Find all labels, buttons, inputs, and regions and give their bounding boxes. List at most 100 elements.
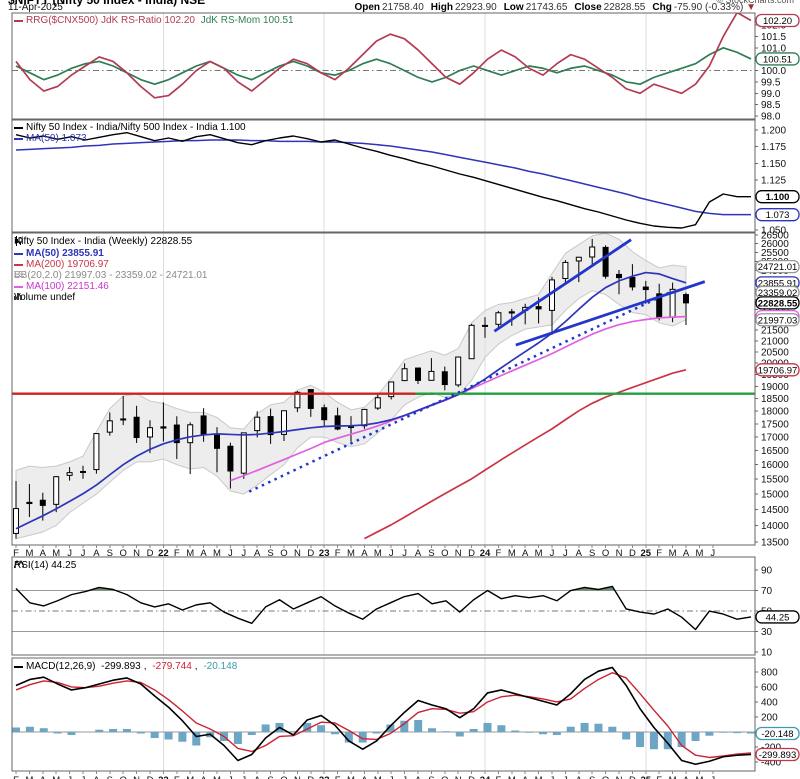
month-label: 22 xyxy=(158,775,169,779)
month-label: J xyxy=(402,775,407,779)
month-label: J xyxy=(389,775,394,779)
rs-mom-label: JdK RS-Mom 100.51 xyxy=(200,15,294,26)
ma100-label: MA(100) 22151.46 xyxy=(26,281,109,292)
candle-body xyxy=(468,324,475,360)
open-label: Open xyxy=(354,2,381,13)
close-label: Close xyxy=(574,2,602,13)
month-label: M xyxy=(508,775,516,779)
dotted-support-trendline xyxy=(248,289,674,493)
month-label: M xyxy=(347,775,355,779)
axis-badge: 21997.03 xyxy=(755,313,800,327)
macd-label: MACD(12,26,9) xyxy=(26,661,99,672)
axis-badge: -299.893 xyxy=(755,747,800,762)
panel-price xyxy=(12,233,755,545)
svg-text:22828.55: 22828.55 xyxy=(758,298,798,309)
axis-tick-label: 19000 xyxy=(761,382,789,393)
month-label: N xyxy=(294,775,301,779)
wedge-lower-trendline xyxy=(515,280,706,347)
month-label: S xyxy=(428,775,434,779)
candle-body xyxy=(80,470,86,473)
month-label: D xyxy=(629,775,636,779)
candle-body xyxy=(415,367,421,381)
price-legend-ma50: MA(50) 23855.91 xyxy=(14,248,104,259)
axis-tick-label: 17500 xyxy=(761,419,789,430)
month-label: S xyxy=(428,548,434,559)
month-label: N xyxy=(133,775,140,779)
panel-macd xyxy=(12,658,755,771)
axis-tick-label: 20500 xyxy=(761,347,789,358)
month-label: N xyxy=(455,775,462,779)
svg-text:-299.893: -299.893 xyxy=(759,750,797,761)
axis-tick-label: 98.0 xyxy=(761,112,781,123)
month-label: 23 xyxy=(319,548,330,559)
month-label: 22 xyxy=(158,548,169,559)
candle-body xyxy=(482,324,488,327)
rrg-legend: RRG($CNX500) JdK RS-Ratio 102.20 JdK RS-… xyxy=(14,15,294,26)
candle-body xyxy=(240,432,247,474)
candle-body xyxy=(294,391,301,409)
month-label: A xyxy=(361,548,368,559)
month-label: A xyxy=(361,775,368,779)
volume-bars-icon xyxy=(14,293,22,300)
chevron-down-icon[interactable]: ▼ xyxy=(746,2,756,13)
panel-border xyxy=(11,119,756,233)
copyright-label: © StockCharts.com xyxy=(716,0,794,5)
candle-body xyxy=(267,416,274,436)
month-label: A xyxy=(415,775,422,779)
low-value: 21743.65 xyxy=(525,2,568,13)
month-label: A xyxy=(683,775,690,779)
candle-body xyxy=(187,424,194,444)
month-label: A xyxy=(200,775,207,779)
svg-text:44.25: 44.25 xyxy=(766,612,790,623)
low-label: Low xyxy=(503,2,524,13)
month-label: M xyxy=(213,775,221,779)
open-value: 21758.40 xyxy=(382,2,424,13)
month-label: M xyxy=(52,775,60,779)
candle-body xyxy=(334,415,341,430)
svg-text:1.100: 1.100 xyxy=(766,192,790,203)
svg-text:19706.97: 19706.97 xyxy=(758,365,798,376)
axis-tick-label: 14500 xyxy=(761,505,789,516)
axis-tick-label: 99.0 xyxy=(761,89,781,100)
month-label: S xyxy=(267,548,273,559)
ratio-label: Nifty 50 Index - India/Nifty 500 Index -… xyxy=(26,122,246,133)
axis-tick-label: 30 xyxy=(761,627,773,638)
price-legend-title: Nifty 50 Index - India (Weekly) 22828.55 xyxy=(14,236,192,247)
candle-body xyxy=(388,381,395,398)
candle-body xyxy=(616,273,622,279)
month-label: 25 xyxy=(641,775,652,779)
month-label: A xyxy=(576,775,583,779)
month-label: A xyxy=(200,548,207,559)
axis-badge: 44.25 xyxy=(755,610,800,624)
axis-badge: 100.51 xyxy=(755,52,800,66)
axis-badge: 1.073 xyxy=(755,208,800,222)
candle-body xyxy=(281,410,287,435)
candle-body xyxy=(374,397,381,409)
candle-body xyxy=(53,476,60,505)
series-macd-line xyxy=(15,666,752,766)
month-label: D xyxy=(147,775,154,779)
candle-body xyxy=(13,508,19,534)
overbought-fill xyxy=(16,586,615,591)
axis-tick-label: 15000 xyxy=(761,490,789,501)
month-label: F xyxy=(495,548,501,559)
candle-body xyxy=(160,426,167,429)
chart-title: $NIFTY (Nifty 50 Index - India) NSE xyxy=(8,0,206,7)
month-label: J xyxy=(67,775,72,779)
axis-badge: 23359.02 xyxy=(755,285,800,300)
candle-body xyxy=(133,416,140,439)
month-label: F xyxy=(335,775,341,779)
candle-body xyxy=(629,276,636,288)
month-label: M xyxy=(508,548,516,559)
candle-body xyxy=(589,246,596,258)
month-label: J xyxy=(550,548,555,559)
month-label: M xyxy=(374,548,382,559)
month-label: J xyxy=(81,548,86,559)
month-label: S xyxy=(107,775,113,779)
axis-tick-label: 15500 xyxy=(761,475,789,486)
month-label: J xyxy=(67,548,72,559)
axis-tick-label: 25500 xyxy=(761,248,789,259)
month-label: M xyxy=(669,775,677,779)
